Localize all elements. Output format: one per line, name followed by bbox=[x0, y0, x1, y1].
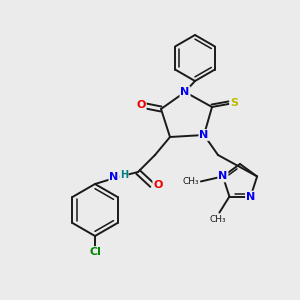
Text: N: N bbox=[110, 172, 118, 182]
Text: H: H bbox=[120, 170, 128, 180]
Text: N: N bbox=[218, 171, 227, 182]
Text: CH₃: CH₃ bbox=[183, 177, 199, 186]
Text: S: S bbox=[230, 98, 238, 108]
Text: N: N bbox=[180, 87, 190, 97]
Text: O: O bbox=[136, 100, 146, 110]
Text: N: N bbox=[246, 192, 255, 202]
Text: O: O bbox=[153, 180, 163, 190]
Text: CH₃: CH₃ bbox=[209, 215, 226, 224]
Text: Cl: Cl bbox=[89, 247, 101, 257]
Text: N: N bbox=[200, 130, 208, 140]
